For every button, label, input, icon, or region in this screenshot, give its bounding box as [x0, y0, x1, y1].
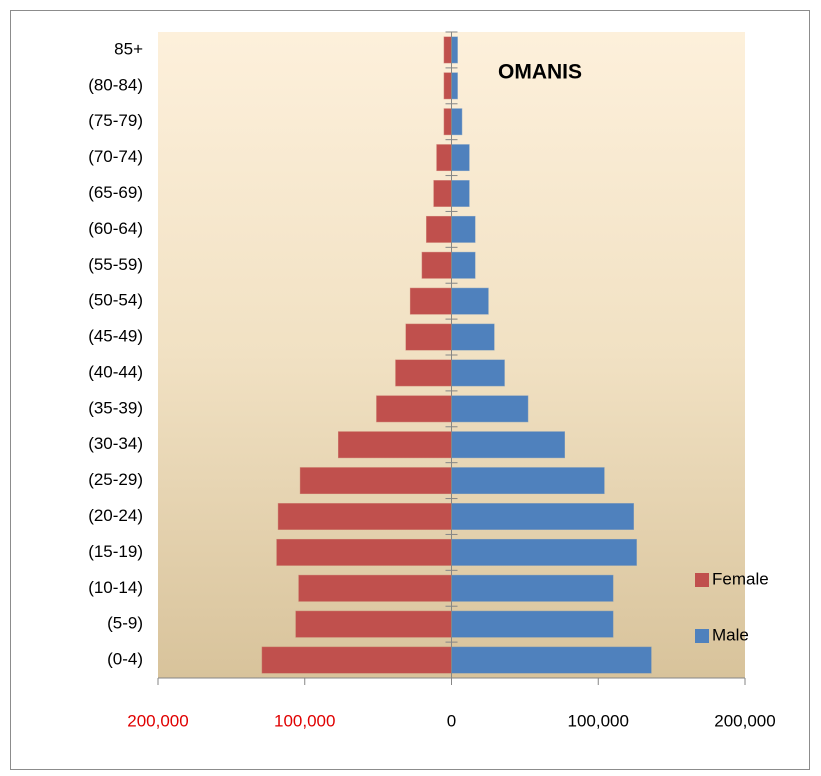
- y-tick-label: (50-54): [88, 291, 143, 310]
- bar: [276, 538, 452, 566]
- legend-label: Male: [712, 625, 749, 644]
- x-tick-label: 0: [447, 711, 456, 730]
- bar: [376, 395, 452, 423]
- y-tick-label: (65-69): [88, 183, 143, 202]
- legend-label: Female: [712, 569, 769, 588]
- bar: [421, 251, 452, 279]
- bar: [451, 36, 458, 64]
- bar: [299, 467, 452, 495]
- y-tick-label: (75-79): [88, 111, 143, 130]
- y-tick-label: (80-84): [88, 75, 143, 94]
- bar: [451, 538, 637, 566]
- chart-title: OMANIS: [498, 61, 582, 84]
- y-tick-label: (70-74): [88, 147, 143, 166]
- bar: [451, 180, 470, 207]
- bar: [451, 287, 489, 315]
- y-tick-label: (35-39): [88, 398, 143, 417]
- bar: [295, 610, 452, 638]
- y-tick-label: (20-24): [88, 506, 143, 525]
- y-tick-label: (15-19): [88, 542, 143, 561]
- bar: [451, 108, 463, 136]
- bar: [426, 215, 452, 243]
- bar: [277, 503, 452, 530]
- bar: [443, 108, 453, 136]
- y-tick-label: (30-34): [88, 434, 143, 453]
- bar: [451, 467, 605, 495]
- x-tick-label: 200,000: [714, 711, 775, 730]
- bar: [451, 610, 614, 638]
- bar: [451, 144, 470, 172]
- bar: [451, 359, 505, 387]
- bar: [451, 72, 458, 100]
- bar: [451, 574, 614, 602]
- bar: [451, 251, 476, 279]
- y-tick-label: (40-44): [88, 362, 143, 381]
- bar: [409, 287, 453, 315]
- bar: [298, 574, 452, 602]
- bar: [395, 359, 452, 387]
- y-tick-label: (55-59): [88, 255, 143, 274]
- bar: [405, 323, 453, 351]
- y-tick-label: (10-14): [88, 578, 143, 597]
- bar: [451, 646, 652, 674]
- bar: [451, 215, 476, 243]
- bar: [261, 646, 452, 674]
- bar: [451, 395, 529, 423]
- legend-swatch: [695, 573, 709, 587]
- bar: [436, 144, 453, 172]
- y-tick-label: (25-29): [88, 470, 143, 489]
- bar: [451, 431, 565, 459]
- x-tick-label: 100,000: [274, 711, 335, 730]
- y-tick-label: (0-4): [107, 650, 143, 669]
- legend-swatch: [695, 629, 709, 643]
- bar: [338, 431, 452, 459]
- x-tick-label: 200,000: [127, 711, 188, 730]
- bar: [443, 72, 453, 100]
- y-tick-label: (45-49): [88, 327, 143, 346]
- bar: [433, 180, 453, 207]
- bar: [451, 503, 634, 530]
- y-tick-label: 85+: [114, 39, 143, 58]
- y-tick-label: (5-9): [107, 614, 143, 633]
- y-tick-label: (60-64): [88, 219, 143, 238]
- bar: [443, 36, 453, 64]
- x-tick-label: 100,000: [568, 711, 629, 730]
- bar: [451, 323, 495, 351]
